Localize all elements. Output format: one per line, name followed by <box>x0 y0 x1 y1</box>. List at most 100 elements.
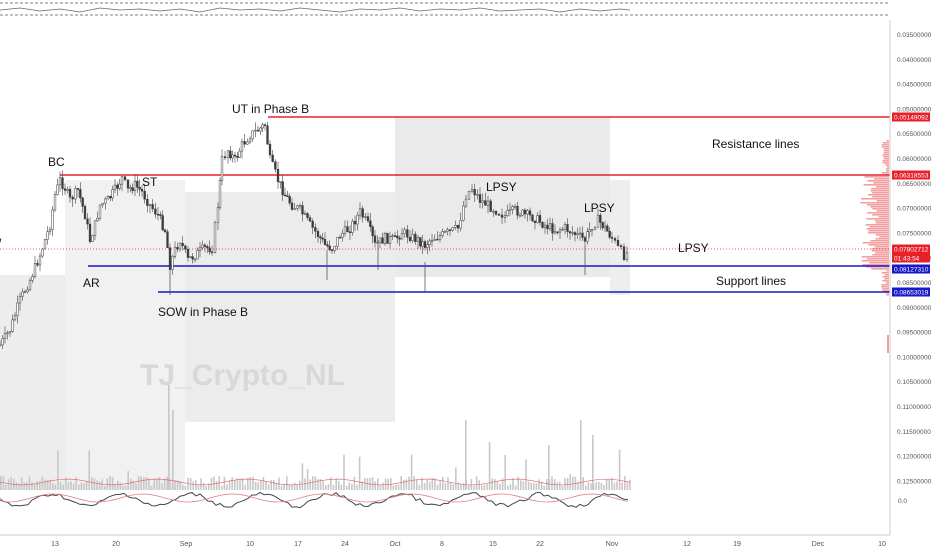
time-axis-tick: 19 <box>733 541 741 548</box>
time-axis-tick: 15 <box>489 541 497 548</box>
candle <box>596 214 600 228</box>
candle <box>476 194 479 196</box>
volume-bar <box>221 485 223 490</box>
candle <box>290 202 294 210</box>
candle <box>223 156 227 159</box>
volume-bar <box>455 467 457 490</box>
volume-bar <box>122 485 124 490</box>
volume-profile-bar <box>870 190 889 192</box>
candle <box>91 235 94 242</box>
volume-bar <box>52 483 54 490</box>
volume-bar <box>408 476 410 490</box>
volume-profile-bar <box>882 288 889 290</box>
volume-profile-bar <box>860 202 889 204</box>
volume-bar <box>119 482 122 490</box>
volume-bar <box>226 484 228 490</box>
volume-bar <box>145 477 148 490</box>
volume-bar <box>5 484 7 490</box>
volume-bar <box>374 481 376 490</box>
volume-bar <box>0 476 2 490</box>
annotation-bc: BC <box>48 155 65 169</box>
oscillator-line <box>0 491 629 509</box>
volume-bar <box>111 476 114 490</box>
candle <box>138 187 141 190</box>
annotation-lpsy-3: LPSY <box>678 241 709 255</box>
candle <box>308 217 312 222</box>
volume-bar <box>10 477 12 490</box>
volume-bar <box>514 485 517 490</box>
volume-profile-bar <box>885 170 889 172</box>
volume-profile-bar <box>882 142 889 144</box>
candle <box>206 246 209 249</box>
candle <box>301 205 304 215</box>
volume-bar <box>293 482 296 490</box>
volume-profile-bar <box>866 228 889 230</box>
time-axis[interactable]: 13 20 Sep 10 17 24 Oct 8 15 22 Nov 12 19 Dec 10 <box>0 534 890 548</box>
volume-profile-bar <box>872 214 889 216</box>
price-tag-label: 0.07802712 <box>894 247 929 254</box>
volume-bar <box>202 483 205 490</box>
volume-bar <box>444 483 447 490</box>
oscillator-pane <box>0 491 629 509</box>
volume-bar <box>57 450 59 490</box>
annotation-support-lines: Support lines <box>716 274 786 288</box>
volume-bar <box>184 485 187 490</box>
volume-bar <box>566 477 569 490</box>
volume-profile-bar <box>869 226 889 228</box>
price-axis[interactable]: 0.03500000 0.04000000 0.04500000 0.05000000… <box>889 20 932 535</box>
volume-ma-line <box>0 478 631 486</box>
candle <box>467 191 471 200</box>
volume-bar <box>228 480 231 490</box>
volume-profile-bar <box>882 154 889 156</box>
candle <box>286 195 289 197</box>
candle <box>216 206 220 223</box>
candle <box>541 222 544 228</box>
volume-bar <box>197 485 200 490</box>
volume-bar <box>418 484 421 490</box>
volume-profile-bar <box>876 210 889 212</box>
volume-bar <box>135 483 137 490</box>
volume-bar <box>512 478 514 490</box>
volume-bar <box>590 483 592 490</box>
volume-bar <box>629 479 631 490</box>
volume-bar <box>356 484 358 490</box>
volume-profile-bar <box>886 168 889 170</box>
volume-bar <box>301 463 304 490</box>
candle <box>66 188 69 191</box>
volume-bar <box>361 481 363 490</box>
volume-bar <box>587 482 590 490</box>
candle <box>388 236 392 244</box>
candle <box>26 289 29 292</box>
candle <box>133 180 137 191</box>
candle <box>46 231 49 240</box>
volume-bar <box>397 484 400 490</box>
volume-profile-bar <box>879 236 889 238</box>
candle <box>619 245 623 248</box>
candle <box>378 237 382 243</box>
candle <box>373 235 377 243</box>
candle <box>371 226 374 237</box>
volume-bar <box>192 481 194 490</box>
candle <box>369 220 372 227</box>
candle <box>120 176 124 185</box>
price-axis-tick: 0.07500000 <box>897 230 932 237</box>
price-tag <box>892 244 930 254</box>
candle <box>93 220 97 237</box>
volume-bar <box>332 484 335 490</box>
candle <box>136 180 139 188</box>
volume-bar <box>244 484 246 490</box>
volume-bar <box>163 478 166 490</box>
annotation-cut-left: / <box>0 236 2 250</box>
volume-bar <box>335 478 337 490</box>
candle <box>148 204 152 206</box>
volume-bar <box>611 477 613 490</box>
volume-bar <box>621 482 623 490</box>
volume-bar <box>413 476 415 490</box>
candle <box>98 204 102 219</box>
volume-bar <box>15 482 18 490</box>
volume-bar <box>28 476 31 490</box>
volume-bar <box>314 476 317 490</box>
volume-bar <box>392 485 395 490</box>
